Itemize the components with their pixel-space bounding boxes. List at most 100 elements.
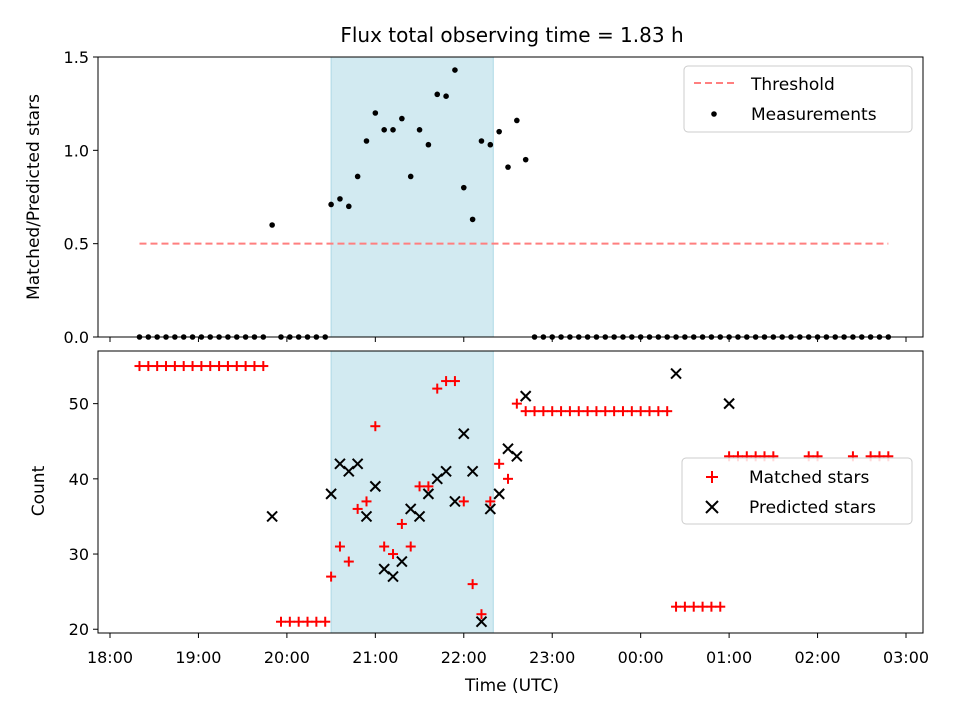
predicted-star-point (266, 510, 278, 523)
matched-star-point (644, 406, 655, 417)
x-tick-label: 23:00 (529, 648, 575, 667)
top-legend: Threshold Measurements (683, 65, 913, 133)
measurement-point (328, 201, 334, 208)
x-tick-label: 00:00 (618, 648, 664, 667)
matched-star-point (600, 406, 611, 417)
top-panel: 0.0 0.5 1.0 1.5 Threshold Measurements (64, 48, 924, 347)
matched-star-point (414, 481, 425, 492)
x-marker-b (360, 510, 373, 523)
measurement-point (522, 156, 529, 163)
predicted-star-point (369, 480, 382, 493)
matched-star-point (196, 361, 207, 372)
x-marker-b (369, 480, 382, 493)
matched-star-point (671, 601, 682, 612)
measurement-point (363, 138, 370, 144)
matched-star-point (152, 361, 163, 372)
predicted-star-point (351, 458, 364, 470)
x-marker-b (670, 367, 682, 380)
matched-star-point (258, 361, 269, 372)
x-tick-label: 20:00 (264, 648, 310, 667)
matched-star-point (467, 579, 478, 590)
measurement-point (443, 93, 449, 99)
measurement-point (407, 173, 414, 180)
matched-star-point (293, 616, 304, 627)
x-marker-b (475, 616, 488, 628)
y-tick-label: 50 (69, 395, 89, 414)
predicted-star-point (670, 367, 682, 380)
x-marker-b (413, 510, 426, 523)
x-axis-label: Time (UTC) (464, 676, 559, 696)
matched-star-point (249, 361, 260, 372)
y-tick-label: 1.5 (64, 48, 89, 67)
measurement-point (337, 196, 343, 202)
measurement-point (425, 141, 432, 148)
matched-star-point (635, 406, 646, 417)
predicted-star-point (440, 465, 452, 478)
measurement-point (452, 67, 458, 73)
matched-star-point (449, 376, 460, 387)
x-marker-b (502, 443, 514, 455)
predicted-star-point (449, 495, 461, 508)
x-tick-label: 19:00 (175, 648, 221, 667)
x-marker-b (405, 503, 417, 515)
matched-star-point (529, 406, 540, 417)
measurement-point (478, 138, 485, 144)
predicted-star-point (519, 390, 532, 402)
matched-star-point (222, 361, 233, 372)
predicted-star-point (484, 503, 497, 515)
plot-frame (97, 56, 924, 338)
x-marker-b (723, 397, 735, 410)
matched-star-point (556, 406, 567, 417)
measurement-point (460, 184, 467, 191)
x-marker-b (351, 458, 364, 470)
matched-star-point (370, 421, 381, 432)
bottom-panel: 20 30 40 50 18:00 19:00 20:00 21:00 22:00 23:00 00… (69, 350, 929, 667)
measurement-point (505, 164, 511, 170)
chart-title: Flux total observing time = 1.83 h (340, 23, 683, 47)
matched-star-point (485, 496, 496, 507)
legend-threshold-label: Threshold (750, 75, 835, 95)
matched-star-point (284, 616, 295, 627)
shaded-interval (330, 350, 494, 634)
matched-star-point (326, 571, 337, 582)
matched-star-point (302, 616, 313, 627)
y-tick-label: 20 (69, 620, 89, 639)
measurement-point (381, 127, 387, 133)
matched-star-point (178, 361, 189, 372)
matched-star-point (511, 398, 522, 409)
matched-star-point (214, 361, 225, 372)
x-tick-label: 18:00 (87, 648, 133, 667)
matched-star-point (311, 616, 322, 627)
x-marker-b (511, 450, 523, 462)
predicted-star-point (458, 428, 470, 440)
x-tick-label: 03:00 (883, 648, 929, 667)
matched-star-point (653, 406, 664, 417)
y-tick-label: 1.0 (64, 141, 89, 160)
x-marker-b (519, 390, 532, 402)
predicted-star-point (723, 397, 735, 410)
matched-star-point (706, 601, 717, 612)
x-marker-b (325, 488, 337, 500)
matched-star-point (626, 406, 637, 417)
matched-star-point (564, 406, 575, 417)
matched-star-point (205, 361, 216, 372)
y-tick-label: 30 (69, 545, 89, 564)
matched-star-point (494, 458, 505, 469)
legend-measurements-swatch (711, 111, 717, 117)
y-tick-label: 0.0 (64, 328, 89, 347)
measurement-point (390, 127, 396, 133)
matched-star-point (240, 361, 251, 372)
matched-star-point (361, 496, 372, 507)
matched-star-point (423, 481, 434, 492)
x-marker-b (458, 428, 470, 440)
matched-star-point (591, 406, 602, 417)
measurement-point (487, 141, 494, 148)
matched-star-point (187, 361, 198, 372)
measurement-point (354, 173, 361, 180)
matched-star-point (388, 549, 399, 560)
matched-star-point (688, 601, 699, 612)
x-marker-b (378, 563, 390, 575)
bottom-legend: Matched stars Predicted stars (681, 457, 913, 525)
matched-star-point (679, 601, 690, 612)
